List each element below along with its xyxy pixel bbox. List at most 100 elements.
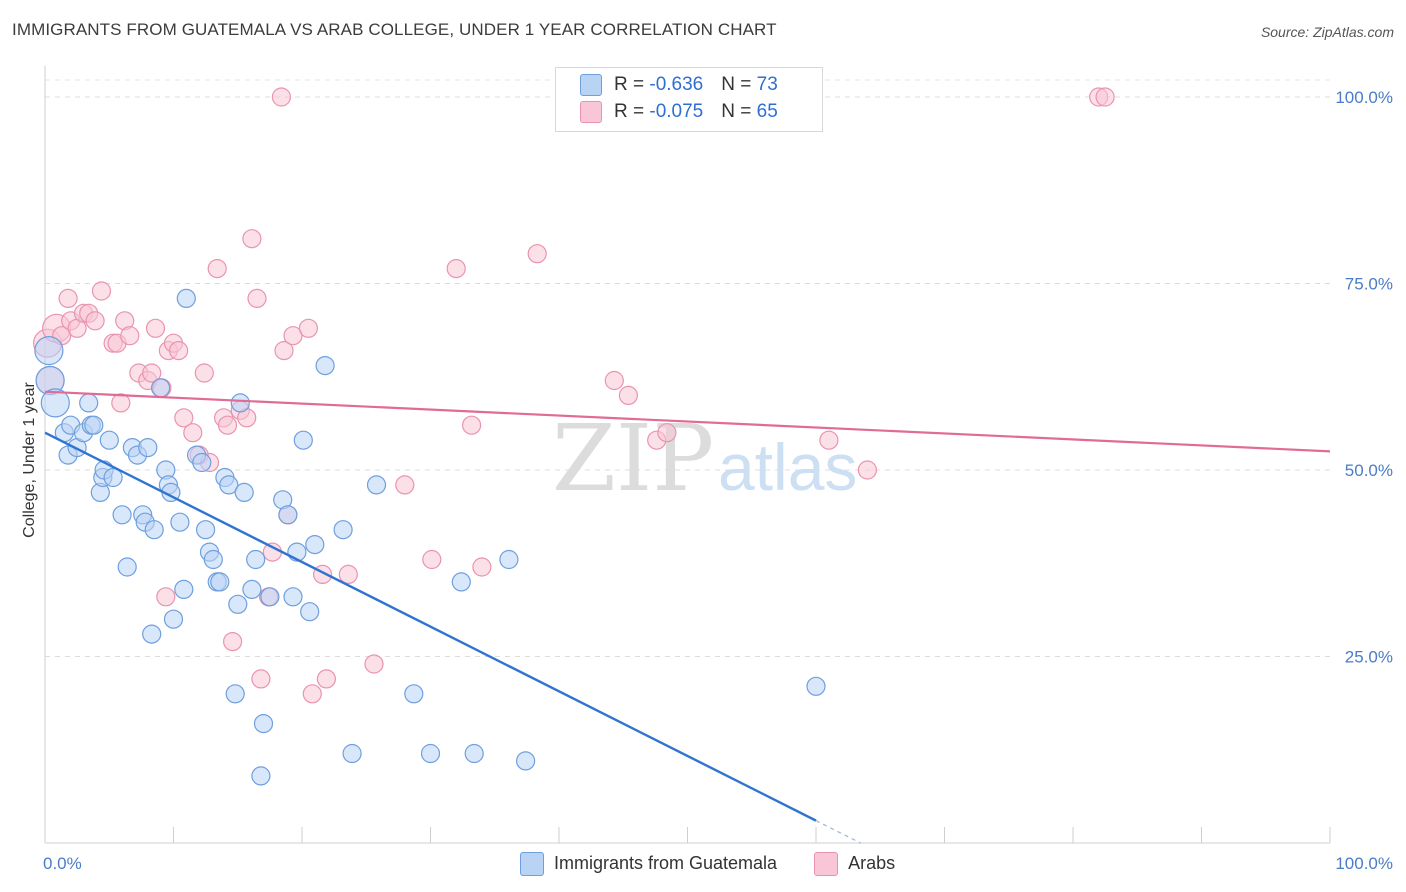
guatemala-point xyxy=(176,288,196,308)
guatemala-point xyxy=(203,549,223,570)
series-legend: Immigrants from Guatemala Arabs xyxy=(520,852,927,876)
arabs-point xyxy=(395,475,415,495)
legend-swatch-blue xyxy=(580,74,602,96)
legend-r-value: -0.075 xyxy=(649,101,704,123)
guatemala-point xyxy=(99,430,119,450)
guatemala-point xyxy=(333,520,353,540)
guatemala-point xyxy=(305,534,325,555)
guatemala-point xyxy=(228,594,248,614)
guatemala-trend-line xyxy=(44,431,817,822)
guatemala-point xyxy=(342,743,362,764)
arabs-point xyxy=(142,363,162,383)
guatemala-point xyxy=(464,743,484,764)
guatemala-point xyxy=(260,587,280,607)
arabs-point xyxy=(604,370,624,391)
guatemala-point xyxy=(499,549,519,570)
arabs-point xyxy=(169,341,189,361)
guatemala-points xyxy=(34,288,826,786)
legend-n-value: 65 xyxy=(756,101,778,123)
guatemala-point xyxy=(230,393,250,413)
chart-title: IMMIGRANTS FROM GUATEMALA VS ARAB COLLEG… xyxy=(12,20,777,39)
arabs-points xyxy=(32,87,1115,704)
trend-lines xyxy=(44,390,1331,844)
arabs-point xyxy=(251,669,271,689)
arabs-point xyxy=(422,549,442,570)
guatemala-point xyxy=(315,356,335,376)
legend-swatch-blue xyxy=(520,852,544,876)
guatemala-point xyxy=(79,393,99,413)
arabs-point xyxy=(271,87,291,107)
correlation-legend: R = -0.636 N = 73 R = -0.075 N = 65 xyxy=(555,67,823,132)
arabs-point xyxy=(174,408,194,428)
watermark-zip: ZIP xyxy=(552,405,714,512)
axes xyxy=(44,66,1331,844)
arabs-point xyxy=(156,587,176,607)
guatemala-point xyxy=(142,624,162,644)
arabs-point xyxy=(183,423,203,443)
legend-label-guatemala: Immigrants from Guatemala xyxy=(554,852,778,873)
arabs-point xyxy=(446,259,466,279)
guatemala-point xyxy=(84,415,104,435)
arabs-point xyxy=(91,281,112,301)
arabs-point xyxy=(111,393,131,413)
arabs-point xyxy=(207,259,227,279)
legend-row-guatemala: R = -0.636 N = 73 xyxy=(580,74,778,102)
arabs-point xyxy=(527,244,547,264)
guatemala-point xyxy=(515,751,536,771)
legend-label-arabs: Arabs xyxy=(848,852,896,873)
arabs-point xyxy=(316,669,336,689)
legend-n-label: N = xyxy=(721,74,757,96)
arabs-point xyxy=(618,385,639,405)
guatemala-point xyxy=(451,572,471,592)
legend-swatch-pink xyxy=(814,852,839,876)
guatemala-point xyxy=(234,482,254,502)
y-tick-label: 75.0% xyxy=(1345,275,1393,294)
guatemala-trend-extension xyxy=(815,820,862,844)
x-tick-label: 100.0% xyxy=(1335,854,1393,873)
arabs-point xyxy=(298,318,318,338)
arabs-trend-line xyxy=(44,390,1331,453)
source-credit: Source: ZipAtlas.com xyxy=(1260,24,1394,40)
arabs-point xyxy=(1095,87,1115,107)
legend-row-arabs: R = -0.075 N = 65 xyxy=(580,101,778,129)
legend-item-arabs: Arabs xyxy=(814,852,895,876)
guatemala-point xyxy=(112,505,132,525)
guatemala-point xyxy=(103,467,123,488)
arabs-point xyxy=(364,654,384,674)
y-tick-label: 25.0% xyxy=(1345,648,1393,667)
guatemala-point xyxy=(174,579,194,600)
arabs-point xyxy=(223,631,243,652)
guatemala-point xyxy=(151,378,171,398)
guatemala-point xyxy=(283,587,303,607)
gridlines xyxy=(45,79,1330,657)
arabs-point xyxy=(283,326,303,346)
guatemala-point xyxy=(404,684,424,704)
guatemala-point xyxy=(192,452,212,473)
arabs-point xyxy=(302,684,322,704)
arabs-point xyxy=(462,415,482,435)
watermark: ZIP atlas xyxy=(552,405,857,512)
arabs-point xyxy=(857,460,878,480)
guatemala-point xyxy=(242,579,262,600)
guatemala-point xyxy=(225,684,245,704)
arabs-point xyxy=(819,430,839,450)
arabs-point xyxy=(85,311,105,331)
arabs-point xyxy=(120,326,140,346)
arabs-point xyxy=(657,423,677,443)
legend-swatch-pink xyxy=(580,101,602,123)
guatemala-point xyxy=(420,743,441,764)
arabs-point xyxy=(217,415,238,435)
guatemala-point xyxy=(196,520,216,540)
legend-item-guatemala: Immigrants from Guatemala xyxy=(520,852,777,876)
arabs-point xyxy=(274,341,294,361)
guatemala-point xyxy=(117,557,137,577)
tick-labels: 25.0% 50.0% 75.0% 100.0% 0.0% 100.0% xyxy=(43,88,1393,873)
guatemala-point xyxy=(170,512,190,532)
guatemala-point xyxy=(251,766,271,786)
guatemala-point xyxy=(219,475,239,495)
legend-r-label: R = xyxy=(614,74,650,96)
legend-r-value: -0.636 xyxy=(649,74,704,96)
x-tick-label: 0.0% xyxy=(43,854,82,873)
y-axis-label: College, Under 1 year xyxy=(21,382,38,538)
